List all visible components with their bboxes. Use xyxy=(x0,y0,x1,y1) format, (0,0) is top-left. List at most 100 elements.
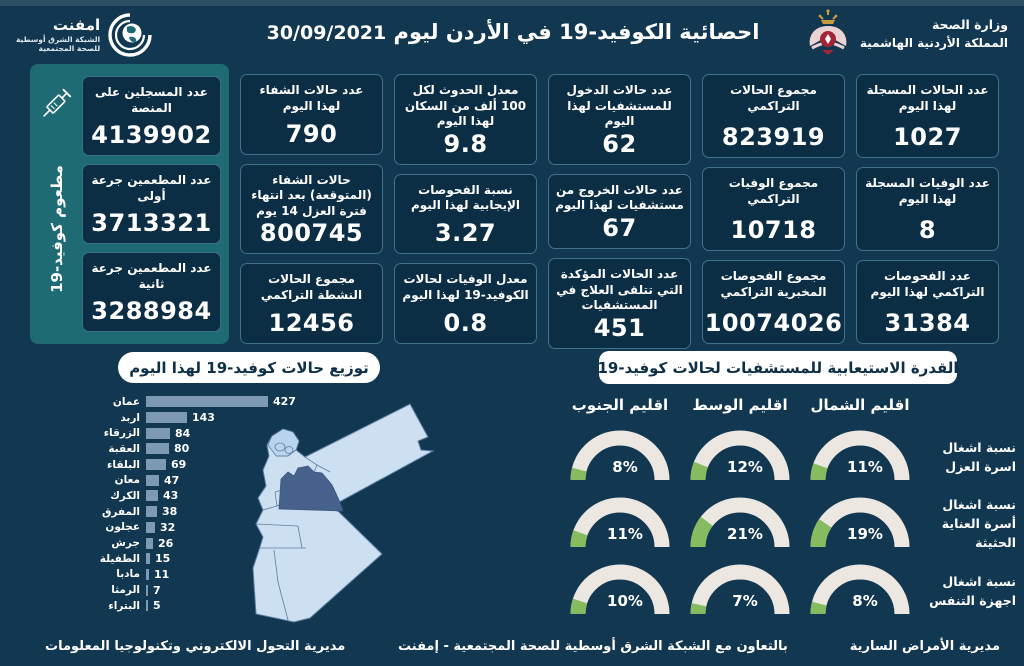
stat-card: عدد الوفيات المسجلة لهذا اليوم 8 xyxy=(856,167,999,251)
bar-row: البتراء 5 xyxy=(86,598,326,614)
bar-category-label: الطفيلة xyxy=(99,552,140,565)
bar-value: 7 xyxy=(153,583,161,597)
bar-row: الرمثا 7 xyxy=(86,582,326,598)
stat-card: مجموع الحالات النشطة التراكمي 12456 xyxy=(240,263,383,344)
report-date: 30/09/2021 xyxy=(266,22,387,44)
stat-card-label: عدد الحالات المؤكدة التي تتلقى العلاج في… xyxy=(556,266,683,313)
gauge-row-label: نسبة اشغال اسرة العزل xyxy=(942,439,1016,474)
stat-card: عدد حالات الدخول للمستشفيات لهذا اليوم 62 xyxy=(548,74,691,165)
ministry-name: وزارة الصحة xyxy=(931,16,1008,32)
stat-card: معدل الوفيات لحالات الكوفيد-19 لهذا اليو… xyxy=(394,263,537,344)
stat-card: حالات الشفاء (المتوقعة) بعد انتهاء فترة … xyxy=(240,163,383,255)
bar xyxy=(146,553,150,565)
gauge-value: 11% xyxy=(847,457,883,476)
gauge-arc xyxy=(690,564,790,614)
stat-card-label: نسبة الفحوصات الإيجابية لهذا اليوم xyxy=(410,182,521,213)
stat-card-value: 67 xyxy=(602,213,637,242)
gauge: 11% xyxy=(562,495,678,555)
stat-card-label: عدد المطعمين جرعة أولى xyxy=(91,173,212,203)
ministry-logo: وزارة الصحة المملكة الأردنية الهاشمية xyxy=(802,8,1008,60)
stat-card-value: 10074026 xyxy=(704,309,843,337)
bar xyxy=(146,568,149,580)
bar xyxy=(146,490,158,502)
gauge: 10% xyxy=(562,562,678,622)
bar-category-label: الزرقاء xyxy=(103,427,140,440)
governorate-borders xyxy=(255,442,331,621)
bar-row: الكرك 43 xyxy=(86,488,326,504)
bar-row: المفرق 38 xyxy=(86,504,326,520)
stat-card-label: مجموع الفحوصات المخبرية التراكمي xyxy=(720,269,827,299)
gauge-arc xyxy=(810,564,910,614)
bar-row: الطفيلة 15 xyxy=(86,551,326,567)
bar-value: 47 xyxy=(164,473,180,487)
bar xyxy=(146,584,148,596)
stat-column: مجموع الحالات التراكمي 823919 مجموع الوفيا… xyxy=(702,64,845,344)
stat-card-value: 62 xyxy=(602,129,637,158)
gauge-value: 8% xyxy=(852,591,878,610)
stat-column: معدل الحدوث لكل 100 ألف من السكان لهذا ا… xyxy=(394,64,537,344)
vaccination-cards: عدد المسجلين على المنصة 4139902 عدد المطعم… xyxy=(82,76,221,332)
gauge-arc xyxy=(570,430,670,480)
stat-card-value: 451 xyxy=(593,313,646,342)
region-header: اقليم الوسط xyxy=(692,396,788,414)
stat-card: عدد المطعمين جرعة أولى 3713321 xyxy=(82,164,221,244)
stat-card-value: 790 xyxy=(285,119,338,148)
bar xyxy=(146,506,157,518)
region-header: اقليم الشمال xyxy=(810,396,910,414)
region-header: اقليم الجنوب xyxy=(571,396,669,414)
capacity-gauge-grid: اقليم الشمال اقليم الوسط اقليم الجنوب نسبة … xyxy=(562,390,1016,625)
footer-etransformation: مديرية التحول الالكتروني وتكنولوجيا المع… xyxy=(45,639,346,654)
gauge: 8% xyxy=(802,562,918,622)
stat-card-label: عدد حالات الشفاء لهذا اليوم xyxy=(259,83,364,113)
ministry-crest-icon xyxy=(809,9,847,55)
stat-card-value: 3288984 xyxy=(91,297,212,325)
emphnet-logo: امفنت الشبكة الشرق أوسطية للصحة المجتمعي… xyxy=(16,12,153,58)
vaccination-side-label: مطعوم كوفيد-19 xyxy=(48,165,66,293)
stat-card-value: 800745 xyxy=(259,219,364,248)
vaccination-side-strip: مطعوم كوفيد-19 xyxy=(34,64,80,344)
cases-bar-chart: عمان 427 اربد 143 الزرقاء 84 العقبة 80 البلقاء 69… xyxy=(86,394,326,614)
bar-category-label: اربد xyxy=(120,411,140,424)
stat-card-value: 1027 xyxy=(893,123,962,151)
gauge-value: 21% xyxy=(727,524,763,543)
bar-row: مادبا 11 xyxy=(86,567,326,583)
gauge-arc xyxy=(810,430,910,480)
gauge-value: 8% xyxy=(612,457,638,476)
bar-category-label: عمان xyxy=(112,395,140,408)
top-strip xyxy=(0,0,1024,6)
bar-value: 427 xyxy=(273,395,296,409)
emphnet-name: امفنت xyxy=(52,16,101,35)
stat-card: عدد الحالات المؤكدة التي تتلقى العلاج في… xyxy=(548,257,691,349)
footer-communicable-diseases: مديرية الأمراض السارية xyxy=(849,639,1000,654)
stat-card-label: عدد المسجلين على المنصة xyxy=(95,85,208,115)
gauge: 7% xyxy=(682,562,798,622)
bar-category-label: الكرك xyxy=(110,489,140,502)
stat-card-value: 3.27 xyxy=(434,219,497,248)
footer: مديرية الأمراض السارية بالتعاون مع الشبك… xyxy=(0,639,1024,663)
bar-row: جرش 26 xyxy=(86,535,326,551)
stat-card: عدد حالات الشفاء لهذا اليوم 790 xyxy=(240,74,383,155)
stats-grid: عدد الحالات المسجلة لهذا اليوم 1027 عدد ال… xyxy=(30,64,999,349)
bar-value: 38 xyxy=(162,505,178,519)
stat-card-value: 823919 xyxy=(721,123,826,151)
bar-value: 43 xyxy=(163,489,179,503)
amman-governorate xyxy=(278,465,344,512)
bar-category-label: البتراء xyxy=(108,599,140,612)
bar xyxy=(146,412,187,424)
bar-value: 69 xyxy=(171,458,187,472)
ministry-text: وزارة الصحة المملكة الأردنية الهاشمية xyxy=(860,16,1008,53)
gauge-arc xyxy=(570,564,670,614)
stat-card: عدد المسجلين على المنصة 4139902 xyxy=(82,76,221,156)
stat-card-label: معدل الحدوث لكل 100 ألف من السكان لهذا ا… xyxy=(404,83,527,129)
bar xyxy=(146,427,170,439)
stat-card-value: 12456 xyxy=(268,309,355,337)
bar-category-label: المفرق xyxy=(101,505,140,518)
bar xyxy=(146,537,153,549)
stat-card-value: 4139902 xyxy=(91,121,212,149)
gauge-arc xyxy=(570,497,670,547)
bar-category-label: جرش xyxy=(111,537,140,550)
bar-value: 84 xyxy=(175,426,191,440)
bar xyxy=(146,474,159,486)
stat-card-value: 10718 xyxy=(730,216,817,244)
